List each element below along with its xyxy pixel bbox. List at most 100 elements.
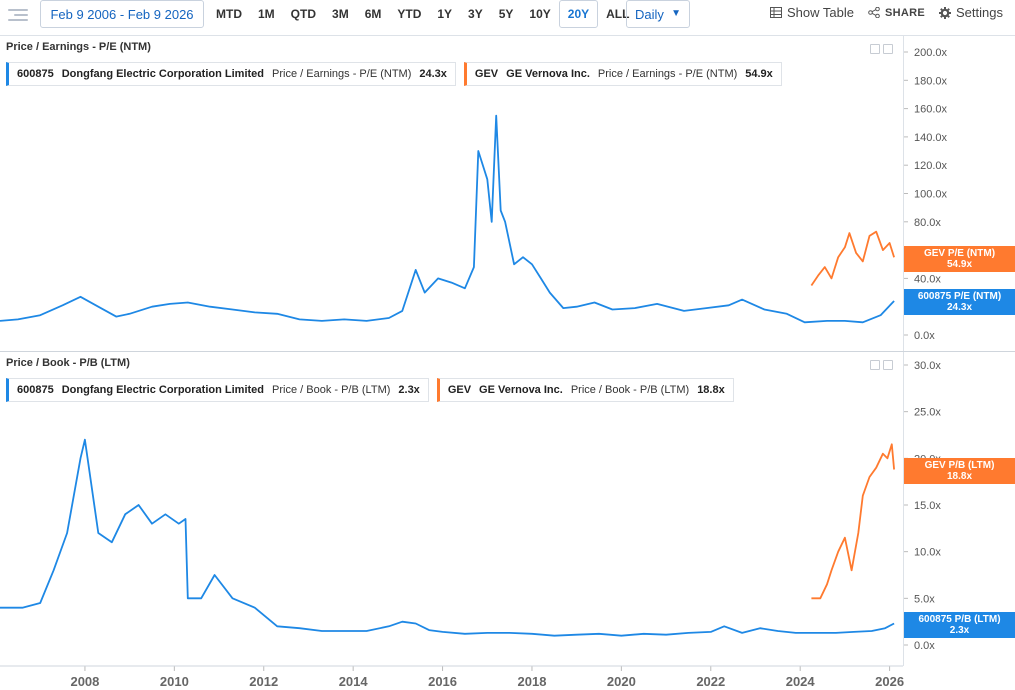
legend-company: GE Vernova Inc. [506,68,590,80]
xtick-label: 2022 [696,674,725,689]
pe-panel-title: Price / Earnings - P/E (NTM) [6,41,151,53]
period-5y[interactable]: 5Y [498,7,514,21]
legend-metric: Price / Earnings - P/E (NTM) [272,68,412,80]
settings-button[interactable]: Settings [939,5,1003,20]
xtick-label: 2024 [786,674,816,689]
gev-pe-tag: GEV P/E (NTM) 54.9x [904,246,1015,272]
pe-ytick-label: 160.0x [914,104,948,116]
pe-panel: Price / Earnings - P/E (NTM) 600875 Dong… [0,35,1015,350]
collapse-icon[interactable] [870,44,880,54]
pe-ytick-label: 80.0x [914,217,941,229]
share-button[interactable]: SHARE [868,7,925,19]
pe-ytick-label: 180.0x [914,75,948,87]
pb-legend-600875[interactable]: 600875 Dongfang Electric Corporation Lim… [6,378,429,402]
xtick-label: 2012 [249,674,278,689]
period-qtd[interactable]: QTD [290,7,317,21]
chevron-down-icon: ▼ [671,8,681,19]
pe-series-gev-line[interactable] [810,230,895,287]
tag-value: 54.9x [946,259,973,270]
legend-metric: Price / Book - P/B (LTM) [570,384,690,396]
tag-label: 600875 P/B (LTM) [918,614,1001,625]
xtick-label: 2026 [875,674,904,689]
tag-label: GEV P/B (LTM) [924,460,995,471]
period-6m[interactable]: 6M [364,7,382,21]
legend-value: 2.3x [398,384,420,396]
menu-icon[interactable] [8,6,28,24]
xtick-label: 2014 [339,674,369,689]
legend-company: Dongfang Electric Corporation Limited [61,68,265,80]
pb-legend-gev[interactable]: GEV GE Vernova Inc. Price / Book - P/B (… [436,378,734,402]
pe-ytick-label: 40.0x [914,273,941,285]
xtick-label: 2020 [607,674,636,689]
period-ytd[interactable]: YTD [397,7,422,21]
legend-ticker: 600875 [17,68,54,80]
pe-ytick-label: 120.0x [914,160,948,172]
pe-ytick-label: 200.0x [914,47,948,59]
settings-label: Settings [956,5,1003,20]
interval-label: Daily [635,6,664,22]
pb-ytick-label: 5.0x [914,593,935,605]
toolbar: Feb 9 2006 - Feb 9 2026 MTD 1M QTD 3M 6M YTD 1… [0,0,1015,32]
pe-legend-gev[interactable]: GEV GE Vernova Inc. Price / Earnings - P… [463,62,782,86]
legend-value: 24.3x [419,68,447,80]
xtick-label: 2010 [160,674,189,689]
period-1y[interactable]: 1Y [437,7,453,21]
pb-ytick-label: 30.0x [914,360,941,372]
pe-ytick-label: 100.0x [914,189,948,201]
pb-panel-controls [870,360,893,370]
pe-panel-controls [870,44,893,54]
tag-label: 600875 P/E (NTM) [917,291,1002,302]
dongfang-pe-tag: 600875 P/E (NTM) 24.3x [904,289,1015,315]
period-10y[interactable]: 10Y [529,7,551,21]
interval-dropdown[interactable]: Daily ▼ [626,0,690,28]
table-icon [770,7,783,18]
pb-ytick-label: 15.0x [914,500,941,512]
legend-company: Dongfang Electric Corporation Limited [61,384,265,396]
legend-company: GE Vernova Inc. [479,384,563,396]
xtick-label: 2008 [70,674,99,689]
pe-series-600875-line[interactable] [0,114,895,324]
tag-value: 18.8x [946,471,973,482]
legend-ticker: GEV [447,384,472,396]
tag-value: 24.3x [946,302,973,313]
expand-icon[interactable] [883,360,893,370]
period-3m[interactable]: 3M [332,7,349,21]
pb-series-600875-line[interactable] [0,438,895,637]
legend-metric: Price / Book - P/B (LTM) [272,384,391,396]
pb-series-gev-line[interactable] [811,443,895,600]
pb-ytick-label: 0.0x [914,640,935,652]
show-table-label: Show Table [787,5,854,20]
legend-metric: Price / Earnings - P/E (NTM) [597,68,738,80]
xtick-label: 2018 [518,674,547,689]
pe-ytick-label: 140.0x [914,132,948,144]
period-mtd[interactable]: MTD [216,7,242,21]
pb-panel-title: Price / Book - P/B (LTM) [6,357,130,369]
collapse-icon[interactable] [870,360,880,370]
legend-ticker: GEV [474,68,499,80]
period-3y[interactable]: 3Y [468,7,483,21]
share-icon [868,7,880,18]
share-label: SHARE [885,6,926,19]
legend-value: 18.8x [697,384,725,396]
dongfang-pb-tag: 600875 P/B (LTM) 2.3x [904,612,1015,638]
period-all[interactable]: ALL [606,7,630,21]
tag-label: GEV P/E (NTM) [923,248,996,259]
legend-ticker: 600875 [17,384,54,396]
date-range-picker[interactable]: Feb 9 2006 - Feb 9 2026 [40,0,204,28]
gev-pb-tag: GEV P/B (LTM) 18.8x [904,458,1015,484]
pb-ytick-label: 25.0x [914,407,941,419]
tag-value: 2.3x [949,625,970,636]
pe-ytick-label: 0.0x [914,330,935,342]
show-table-button[interactable]: Show Table [770,5,854,20]
y-axis-divider [903,35,904,666]
expand-icon[interactable] [883,44,893,54]
xtick-label: 2016 [428,674,457,689]
period-20y[interactable]: 20Y [558,0,599,28]
period-selector: MTD 1M QTD 3M 6M YTD 1Y 3Y 5Y 10Y 20Y ALL [208,0,637,28]
period-1m[interactable]: 1M [258,7,275,21]
gear-icon [939,6,952,19]
pb-panel: Price / Book - P/B (LTM) 600875 Dongfang… [0,351,1015,666]
pb-ytick-label: 10.0x [914,547,941,559]
pe-legend-600875[interactable]: 600875 Dongfang Electric Corporation Lim… [6,62,456,86]
